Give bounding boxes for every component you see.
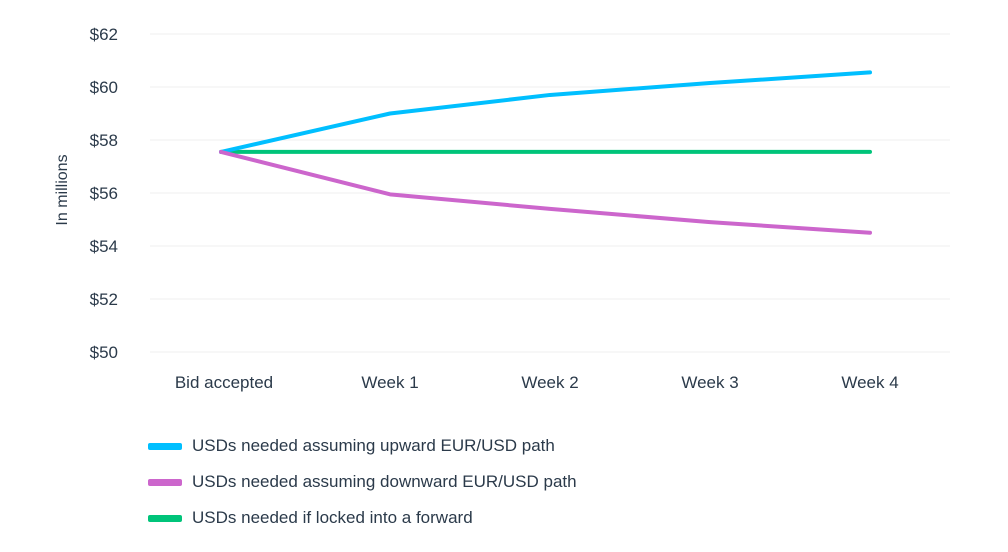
legend-swatch-upward: [148, 442, 182, 450]
y-tick-label: $50: [90, 343, 118, 362]
series-line-0: [219, 70, 872, 154]
x-tick-label: Week 1: [361, 373, 418, 392]
y-tick-label: $54: [90, 237, 118, 256]
x-tick-label: Week 3: [681, 373, 738, 392]
legend-item-upward: USDs needed assuming upward EUR/USD path: [148, 428, 577, 464]
y-tick-label: $62: [90, 25, 118, 44]
y-tick-label: $58: [90, 131, 118, 150]
y-axis-label: In millions: [54, 154, 71, 225]
y-tick-label: $60: [90, 78, 118, 97]
x-tick-label: Week 4: [841, 373, 898, 392]
legend: USDs needed assuming upward EUR/USD path…: [148, 428, 577, 536]
legend-item-forward: USDs needed if locked into a forward: [148, 500, 577, 536]
legend-swatch-forward: [148, 514, 182, 522]
x-tick-label: Bid accepted: [175, 373, 273, 392]
series-line-1: [219, 149, 872, 235]
x-tick-label: Week 2: [521, 373, 578, 392]
legend-label-forward: USDs needed if locked into a forward: [192, 508, 473, 527]
y-tick-label: $52: [90, 290, 118, 309]
legend-label-downward: USDs needed assuming downward EUR/USD pa…: [192, 472, 577, 491]
line-chart: $50 $52 $54 $56 $58 $60 $62 In millions Bid acce…: [54, 25, 950, 392]
legend-swatch-downward: [148, 478, 182, 486]
legend-item-downward: USDs needed assuming downward EUR/USD pa…: [148, 464, 577, 500]
y-tick-label: $56: [90, 184, 118, 203]
legend-label-upward: USDs needed assuming upward EUR/USD path: [192, 436, 555, 455]
